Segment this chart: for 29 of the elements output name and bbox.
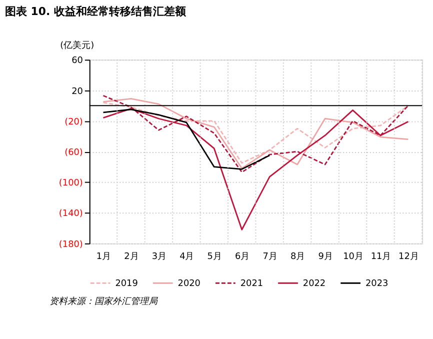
y-tick-label: 60 bbox=[72, 56, 84, 66]
legend-label: 2019 bbox=[115, 279, 138, 290]
x-tick-label: 8月 bbox=[290, 252, 306, 262]
x-tick-label: 3月 bbox=[152, 252, 167, 262]
legend-label: 2023 bbox=[365, 279, 388, 290]
line-series bbox=[102, 108, 409, 230]
x-tick-label: 4月 bbox=[180, 252, 194, 262]
legend-label: 2020 bbox=[178, 279, 201, 290]
x-tick-label: 11月 bbox=[370, 252, 392, 262]
y-axis-title: (亿美元) bbox=[60, 40, 94, 52]
x-tick-label: 1月 bbox=[96, 252, 112, 262]
x-tick-label: 6月 bbox=[235, 252, 250, 262]
chart-title: 图表 10. 收益和经常转移结售汇差额 bbox=[4, 4, 187, 18]
x-tick-label: 7月 bbox=[262, 252, 278, 262]
x-tick-label: 2月 bbox=[124, 252, 139, 262]
legend-label: 2021 bbox=[240, 279, 264, 290]
y-tick-label: (20) bbox=[64, 117, 83, 128]
line-series bbox=[102, 108, 270, 170]
x-tick-label: 10月 bbox=[343, 252, 364, 262]
y-tick-label: (100) bbox=[58, 178, 83, 189]
x-tick-label: 5月 bbox=[207, 252, 222, 262]
x-tick-label: 12月 bbox=[398, 252, 419, 262]
y-tick-label: (180) bbox=[58, 240, 83, 250]
y-tick-label: (60) bbox=[64, 148, 83, 158]
x-tick-label: 9月 bbox=[318, 252, 333, 262]
legend-label: 2022 bbox=[302, 279, 326, 290]
y-tick-label: 20 bbox=[72, 86, 84, 97]
y-tick-label: (140) bbox=[58, 209, 83, 220]
text: 资料来源：国家外汇管理局 bbox=[50, 296, 159, 307]
